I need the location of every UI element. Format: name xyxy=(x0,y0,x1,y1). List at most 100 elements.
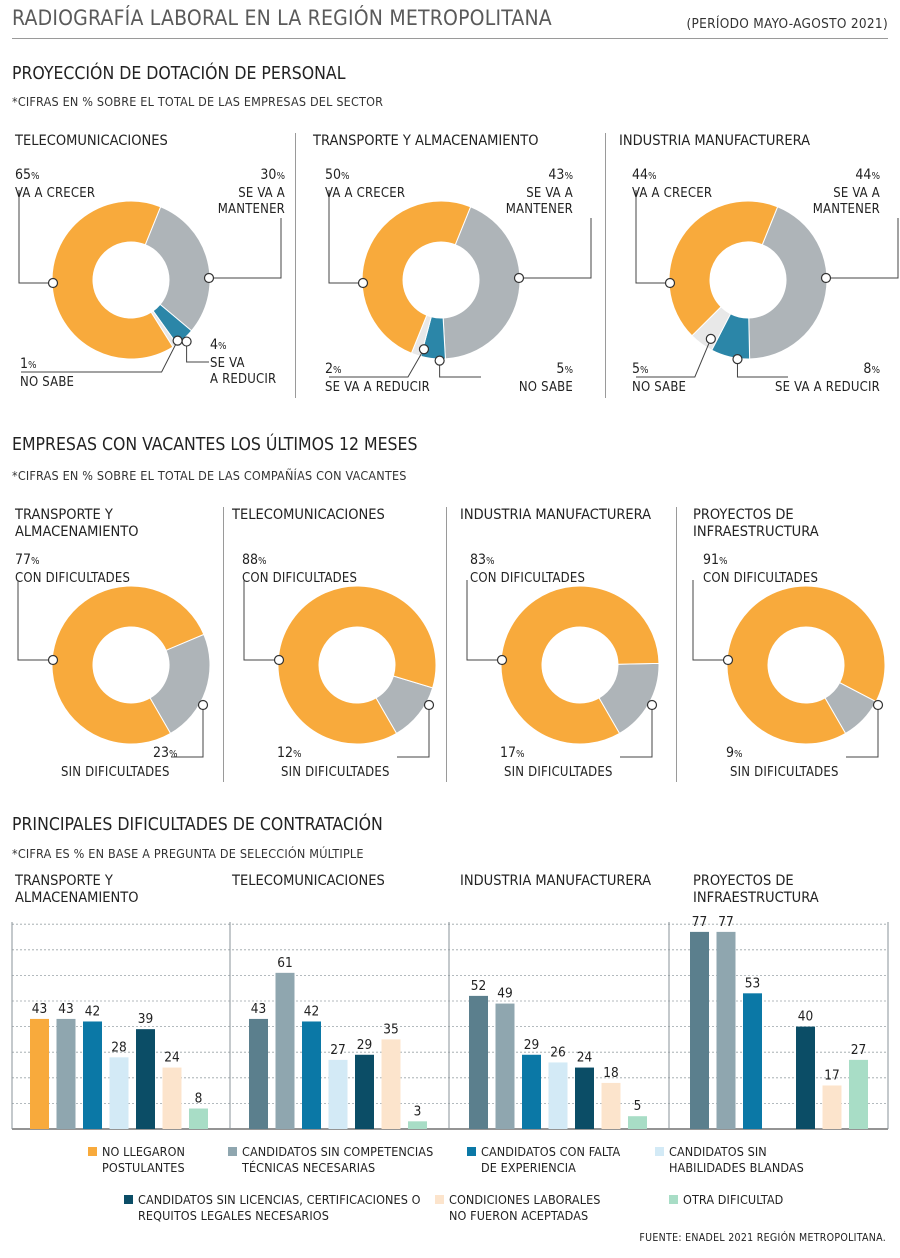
projection-donut xyxy=(668,200,828,360)
con-label: CON DIFICULTADES xyxy=(15,571,131,586)
mantener-pct: 44% xyxy=(855,167,880,183)
divider xyxy=(605,133,606,398)
panel-title: PROYECTOS DE INFRAESTRUCTURA xyxy=(693,873,819,906)
leader-crecer xyxy=(18,190,53,284)
bar xyxy=(162,1067,182,1129)
leader-con-dot xyxy=(47,654,59,666)
leader-sin-dot xyxy=(197,699,209,711)
slice-sin xyxy=(149,633,211,735)
br-pct: 8% xyxy=(863,361,880,377)
bar-value: 8 xyxy=(195,1091,203,1107)
leader-br xyxy=(736,359,788,378)
leader-con-dot xyxy=(496,654,508,666)
leader-con-dot xyxy=(722,654,734,666)
bar xyxy=(189,1108,208,1129)
legend-item: CANDIDATOS CON FALTA DE EXPERIENCIA xyxy=(467,1144,620,1176)
legend-label: OTRA DIFICULTAD xyxy=(683,1192,784,1207)
br-label: NO SABE xyxy=(518,380,573,395)
panel-title: TELECOMUNICACIONES xyxy=(232,507,385,523)
bar xyxy=(136,1029,155,1129)
con-label: CON DIFICULTADES xyxy=(470,571,586,586)
leader-mantener xyxy=(519,218,592,279)
bar-value: 17 xyxy=(824,1067,839,1083)
section2-title: EMPRESAS CON VACANTES LOS ÚLTIMOS 12 MES… xyxy=(12,435,418,455)
legend-swatch xyxy=(228,1147,237,1156)
bar xyxy=(275,972,295,1129)
mantener-pct: 30% xyxy=(260,167,285,183)
bar xyxy=(328,1059,348,1129)
leader-con xyxy=(243,580,279,661)
divider xyxy=(676,507,677,782)
sin-label: SIN DIFICULTADES xyxy=(504,765,613,780)
bar-value: 29 xyxy=(524,1037,539,1053)
leader-br-dot xyxy=(732,354,743,365)
legend-item: CANDIDATOS SIN LICENCIAS, CERTIFICACIONE… xyxy=(124,1192,421,1224)
divider xyxy=(223,507,224,782)
leader-mantener xyxy=(209,218,282,279)
bar xyxy=(548,1062,568,1129)
con-pct: 83% xyxy=(470,552,495,568)
crecer-label: VA A CRECER xyxy=(325,186,406,201)
page-title: RADIOGRAFÍA LABORAL EN LA REGIÓN METROPO… xyxy=(12,6,552,30)
bar-value: 35 xyxy=(383,1021,398,1037)
leader-sin xyxy=(171,705,204,758)
leader-mantener xyxy=(826,218,899,279)
slice-mantener xyxy=(442,206,521,360)
leader-sin-dot xyxy=(423,699,435,711)
leader-mantener-dot xyxy=(203,272,215,284)
bar-value: 27 xyxy=(851,1042,866,1058)
mantener-pct: 43% xyxy=(548,167,573,183)
leader-crecer-dot xyxy=(47,277,59,289)
bar xyxy=(575,1067,594,1129)
bar-value: 43 xyxy=(32,1001,47,1017)
slice-crecer xyxy=(361,200,472,354)
header-divider xyxy=(12,38,888,39)
leader-con xyxy=(466,580,502,661)
panel-title: TRANSPORTE Y ALMACENAMIENTO xyxy=(313,133,539,149)
bar-value: 49 xyxy=(497,986,512,1002)
con-pct: 91% xyxy=(703,552,728,568)
slice-con xyxy=(51,585,205,745)
divider xyxy=(295,133,296,398)
bar-value: 77 xyxy=(718,914,733,930)
vacancies-donut xyxy=(500,585,660,745)
bar xyxy=(628,1116,647,1129)
bar xyxy=(822,1085,842,1129)
leader-bl-dot xyxy=(705,333,716,344)
sin-label: SIN DIFICULTADES xyxy=(281,765,390,780)
bar-value: 40 xyxy=(798,1009,813,1025)
legend-item: CONDICIONES LABORALES NO FUERON ACEPTADAS xyxy=(435,1192,601,1224)
bl-label: NO SABE xyxy=(20,375,75,390)
bar-value: 5 xyxy=(634,1098,642,1114)
legend-item: CANDIDATOS SIN HABILIDADES BLANDAS xyxy=(655,1144,804,1176)
mantener-label: SE VA A MANTENER xyxy=(812,186,880,217)
legend-label: CONDICIONES LABORALES NO FUERON ACEPTADAS xyxy=(449,1192,601,1223)
bar-value: 43 xyxy=(251,1001,266,1017)
bl-pct: 5% xyxy=(632,361,649,377)
vacancies-donut xyxy=(277,585,437,745)
legend-label: CANDIDATOS SIN HABILIDADES BLANDAS xyxy=(669,1144,804,1175)
legend-label: CANDIDATOS CON FALTA DE EXPERIENCIA xyxy=(481,1144,621,1175)
panel-title: INDUSTRIA MANUFACTURERA xyxy=(619,133,811,149)
legend-item: OTRA DIFICULTAD xyxy=(669,1192,783,1208)
crecer-label: VA A CRECER xyxy=(15,186,96,201)
bar-value: 53 xyxy=(745,975,760,991)
legend-item: NO LLEGARON POSTULANTES xyxy=(88,1144,185,1176)
leader-con xyxy=(692,580,728,661)
bl-pct: 2% xyxy=(325,361,342,377)
crecer-pct: 65% xyxy=(15,167,40,183)
legend-label: CANDIDATOS SIN COMPETENCIAS TÉCNICAS NECE… xyxy=(242,1144,434,1175)
bar xyxy=(109,1057,129,1129)
leader-bl xyxy=(636,338,712,378)
bar xyxy=(796,1026,815,1129)
br-pct: 5% xyxy=(556,361,573,377)
bar-value: 18 xyxy=(603,1065,618,1081)
section3-note: *CIFRA ES % EN BASE A PREGUNTA DE SELECC… xyxy=(12,846,364,861)
bar xyxy=(83,1021,102,1129)
panel-title: INDUSTRIA MANUFACTURERA xyxy=(460,873,652,889)
bar xyxy=(495,1003,515,1129)
sin-pct: 17% xyxy=(500,745,525,761)
panel-title: TRANSPORTE Y ALMACENAMIENTO xyxy=(15,507,139,540)
slice-con xyxy=(726,585,886,745)
leader-sin-dot xyxy=(872,699,884,711)
